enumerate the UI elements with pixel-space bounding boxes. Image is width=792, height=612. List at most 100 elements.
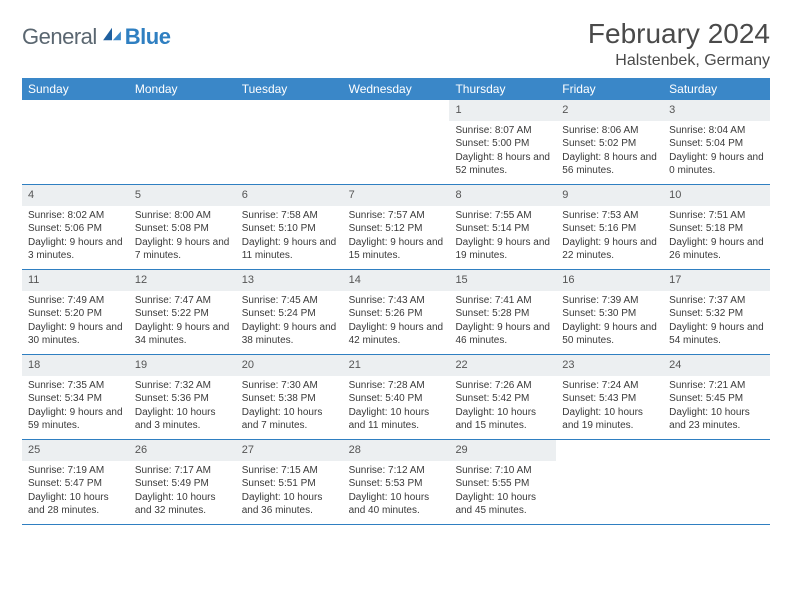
sunrise-line: Sunrise: 7:49 AM <box>28 294 123 308</box>
daylight-line: Daylight: 10 hours and 32 minutes. <box>135 491 230 518</box>
day-number: 23 <box>556 355 663 376</box>
day-cell: 1Sunrise: 8:07 AMSunset: 5:00 PMDaylight… <box>449 100 556 184</box>
sunset-line: Sunset: 5:12 PM <box>349 222 444 236</box>
sunset-line: Sunset: 5:02 PM <box>562 137 657 151</box>
daylight-line: Daylight: 9 hours and 3 minutes. <box>28 236 123 263</box>
day-cell-empty: . <box>129 100 236 184</box>
day-number: 22 <box>449 355 556 376</box>
daylight-line: Daylight: 8 hours and 56 minutes. <box>562 151 657 178</box>
day-body: Sunrise: 8:06 AMSunset: 5:02 PMDaylight:… <box>556 121 663 184</box>
sunrise-line: Sunrise: 7:51 AM <box>669 209 764 223</box>
sunset-line: Sunset: 5:16 PM <box>562 222 657 236</box>
day-body: Sunrise: 7:28 AMSunset: 5:40 PMDaylight:… <box>343 376 450 439</box>
day-number: 16 <box>556 270 663 291</box>
day-cell: 6Sunrise: 7:58 AMSunset: 5:10 PMDaylight… <box>236 185 343 269</box>
day-body: Sunrise: 7:58 AMSunset: 5:10 PMDaylight:… <box>236 206 343 269</box>
day-number: 2 <box>556 100 663 121</box>
day-body: Sunrise: 8:07 AMSunset: 5:00 PMDaylight:… <box>449 121 556 184</box>
daylight-line: Daylight: 9 hours and 42 minutes. <box>349 321 444 348</box>
sunrise-line: Sunrise: 7:21 AM <box>669 379 764 393</box>
day-cell: 4Sunrise: 8:02 AMSunset: 5:06 PMDaylight… <box>22 185 129 269</box>
daylight-line: Daylight: 9 hours and 11 minutes. <box>242 236 337 263</box>
day-body: Sunrise: 7:45 AMSunset: 5:24 PMDaylight:… <box>236 291 343 354</box>
week-row: 4Sunrise: 8:02 AMSunset: 5:06 PMDaylight… <box>22 185 770 270</box>
sunset-line: Sunset: 5:34 PM <box>28 392 123 406</box>
daylight-line: Daylight: 10 hours and 11 minutes. <box>349 406 444 433</box>
sunrise-line: Sunrise: 7:39 AM <box>562 294 657 308</box>
day-cell-empty: . <box>22 100 129 184</box>
day-cell: 23Sunrise: 7:24 AMSunset: 5:43 PMDayligh… <box>556 355 663 439</box>
day-cell: 22Sunrise: 7:26 AMSunset: 5:42 PMDayligh… <box>449 355 556 439</box>
sunset-line: Sunset: 5:51 PM <box>242 477 337 491</box>
title-block: February 2024 Halstenbek, Germany <box>588 18 770 70</box>
daylight-line: Daylight: 9 hours and 34 minutes. <box>135 321 230 348</box>
day-cell: 12 Sunrise: 7:47 AMSunset: 5:22 PMDayligh… <box>129 270 236 354</box>
day-number: 10 <box>663 185 770 206</box>
daylight-line: Daylight: 10 hours and 15 minutes. <box>455 406 550 433</box>
day-number: 12 <box>129 270 236 291</box>
sail-icon <box>101 26 123 42</box>
sunrise-line: Sunrise: 8:04 AM <box>669 124 764 138</box>
day-number: 6 <box>236 185 343 206</box>
daylight-line: Daylight: 8 hours and 52 minutes. <box>455 151 550 178</box>
sunrise-line: Sunrise: 7:19 AM <box>28 464 123 478</box>
page-title: February 2024 <box>588 18 770 50</box>
sunrise-line: Sunrise: 7:43 AM <box>349 294 444 308</box>
day-number: 13 <box>236 270 343 291</box>
day-number: 15 <box>449 270 556 291</box>
sunrise-line: Sunrise: 7:47 AM <box>135 294 230 308</box>
sunset-line: Sunset: 5:55 PM <box>455 477 550 491</box>
day-number: 9 <box>556 185 663 206</box>
day-number: 26 <box>129 440 236 461</box>
day-cell-empty: . <box>556 440 663 524</box>
daylight-line: Daylight: 9 hours and 30 minutes. <box>28 321 123 348</box>
day-body: Sunrise: 7:21 AMSunset: 5:45 PMDaylight:… <box>663 376 770 439</box>
day-body: Sunrise: 7:55 AMSunset: 5:14 PMDaylight:… <box>449 206 556 269</box>
daylight-line: Daylight: 9 hours and 19 minutes. <box>455 236 550 263</box>
day-number: 3 <box>663 100 770 121</box>
sunset-line: Sunset: 5:14 PM <box>455 222 550 236</box>
daylight-line: Daylight: 9 hours and 15 minutes. <box>349 236 444 263</box>
day-body: Sunrise: 7:12 AMSunset: 5:53 PMDaylight:… <box>343 461 450 524</box>
sunset-line: Sunset: 5:53 PM <box>349 477 444 491</box>
logo-text-blue: Blue <box>125 24 171 50</box>
day-cell: 13Sunrise: 7:45 AMSunset: 5:24 PMDayligh… <box>236 270 343 354</box>
daylight-line: Daylight: 9 hours and 0 minutes. <box>669 151 764 178</box>
logo: General Blue <box>22 24 170 50</box>
weekday-monday: Monday <box>129 78 236 100</box>
day-number: 11 <box>22 270 129 291</box>
sunset-line: Sunset: 5:00 PM <box>455 137 550 151</box>
day-cell: 26Sunrise: 7:17 AMSunset: 5:49 PMDayligh… <box>129 440 236 524</box>
day-body: Sunrise: 8:02 AMSunset: 5:06 PMDaylight:… <box>22 206 129 269</box>
day-number: 17 <box>663 270 770 291</box>
sunset-line: Sunset: 5:22 PM <box>135 307 230 321</box>
weeks-container: .... 1Sunrise: 8:07 AMSunset: 5:00 PMDayl… <box>22 100 770 525</box>
day-body: Sunrise: 8:00 AMSunset: 5:08 PMDaylight:… <box>129 206 236 269</box>
sunset-line: Sunset: 5:18 PM <box>669 222 764 236</box>
daylight-line: Daylight: 10 hours and 28 minutes. <box>28 491 123 518</box>
day-body: Sunrise: 7:51 AMSunset: 5:18 PMDaylight:… <box>663 206 770 269</box>
day-cell-empty: . <box>236 100 343 184</box>
week-row: ....1Sunrise: 8:07 AMSunset: 5:00 PMDayl… <box>22 100 770 185</box>
day-number: 29 <box>449 440 556 461</box>
sunset-line: Sunset: 5:08 PM <box>135 222 230 236</box>
daylight-line: Daylight: 10 hours and 7 minutes. <box>242 406 337 433</box>
day-cell: 2Sunrise: 8:06 AMSunset: 5:02 PMDaylight… <box>556 100 663 184</box>
sunrise-line: Sunrise: 8:00 AM <box>135 209 230 223</box>
sunset-line: Sunset: 5:24 PM <box>242 307 337 321</box>
day-number: 5 <box>129 185 236 206</box>
day-cell: 18Sunrise: 7:35 AMSunset: 5:34 PMDayligh… <box>22 355 129 439</box>
daylight-line: Daylight: 9 hours and 7 minutes. <box>135 236 230 263</box>
sunset-line: Sunset: 5:38 PM <box>242 392 337 406</box>
day-body: Sunrise: 7:24 AMSunset: 5:43 PMDaylight:… <box>556 376 663 439</box>
day-number: 18 <box>22 355 129 376</box>
week-row: 11Sunrise: 7:49 AMSunset: 5:20 PMDayligh… <box>22 270 770 355</box>
weekday-tuesday: Tuesday <box>236 78 343 100</box>
day-body: Sunrise: 7:19 AMSunset: 5:47 PMDaylight:… <box>22 461 129 524</box>
sunset-line: Sunset: 5:47 PM <box>28 477 123 491</box>
sunrise-line: Sunrise: 7:58 AM <box>242 209 337 223</box>
day-number: 8 <box>449 185 556 206</box>
day-number: 24 <box>663 355 770 376</box>
sunrise-line: Sunrise: 8:07 AM <box>455 124 550 138</box>
weekday-wednesday: Wednesday <box>343 78 450 100</box>
